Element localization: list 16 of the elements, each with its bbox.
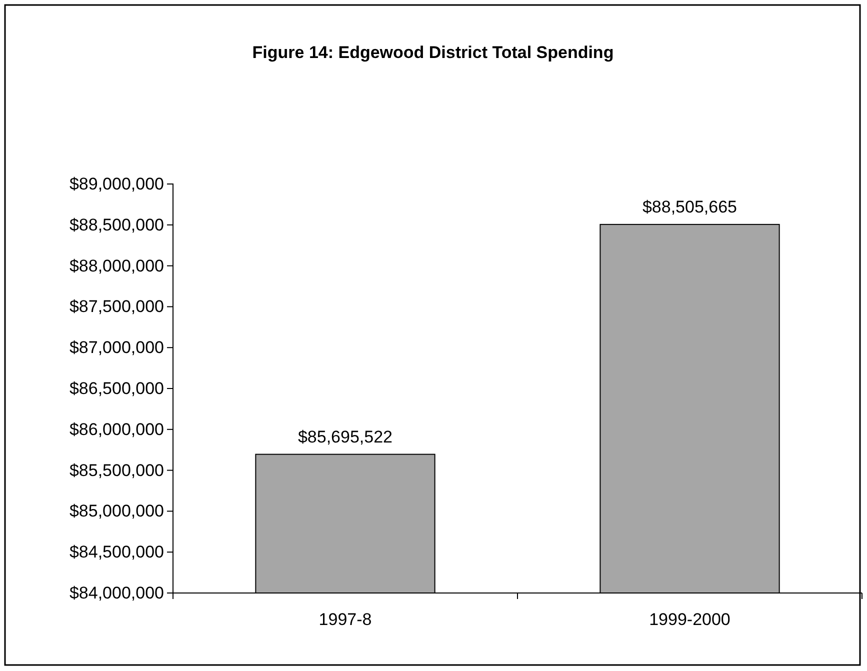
y-tick-label: $84,500,000 <box>69 542 164 562</box>
y-tick-label: $85,500,000 <box>69 460 164 480</box>
data-label: $85,695,522 <box>298 427 393 446</box>
x-tick-label: 1999-2000 <box>649 610 730 629</box>
x-tick-label: 1997-8 <box>318 610 372 629</box>
y-tick-label: $86,000,000 <box>69 420 164 439</box>
y-tick-label: $87,500,000 <box>69 297 164 316</box>
y-tick-label: $88,500,000 <box>69 215 164 234</box>
y-tick-label: $87,000,000 <box>69 338 164 358</box>
y-tick-label: $86,500,000 <box>69 378 164 398</box>
y-tick-label: $89,000,000 <box>69 174 164 194</box>
chart-title: Figure 14: Edgewood District Total Spending <box>252 43 614 62</box>
y-tick-label: $85,000,000 <box>69 502 164 521</box>
y-tick-label: $88,000,000 <box>69 256 164 276</box>
y-tick-label: $84,000,000 <box>69 583 164 602</box>
data-label: $88,505,665 <box>642 197 738 216</box>
